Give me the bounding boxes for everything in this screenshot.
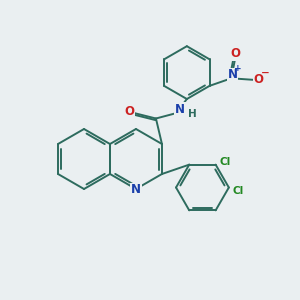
Text: H: H: [188, 109, 196, 119]
Text: O: O: [230, 47, 240, 60]
Text: N: N: [228, 68, 238, 81]
Text: Cl: Cl: [220, 157, 231, 167]
Text: O: O: [124, 105, 134, 118]
Text: N: N: [175, 103, 185, 116]
Text: Cl: Cl: [233, 186, 244, 196]
Text: −: −: [261, 68, 270, 78]
Text: N: N: [131, 183, 141, 196]
Text: O: O: [253, 73, 263, 86]
Text: +: +: [234, 64, 242, 73]
